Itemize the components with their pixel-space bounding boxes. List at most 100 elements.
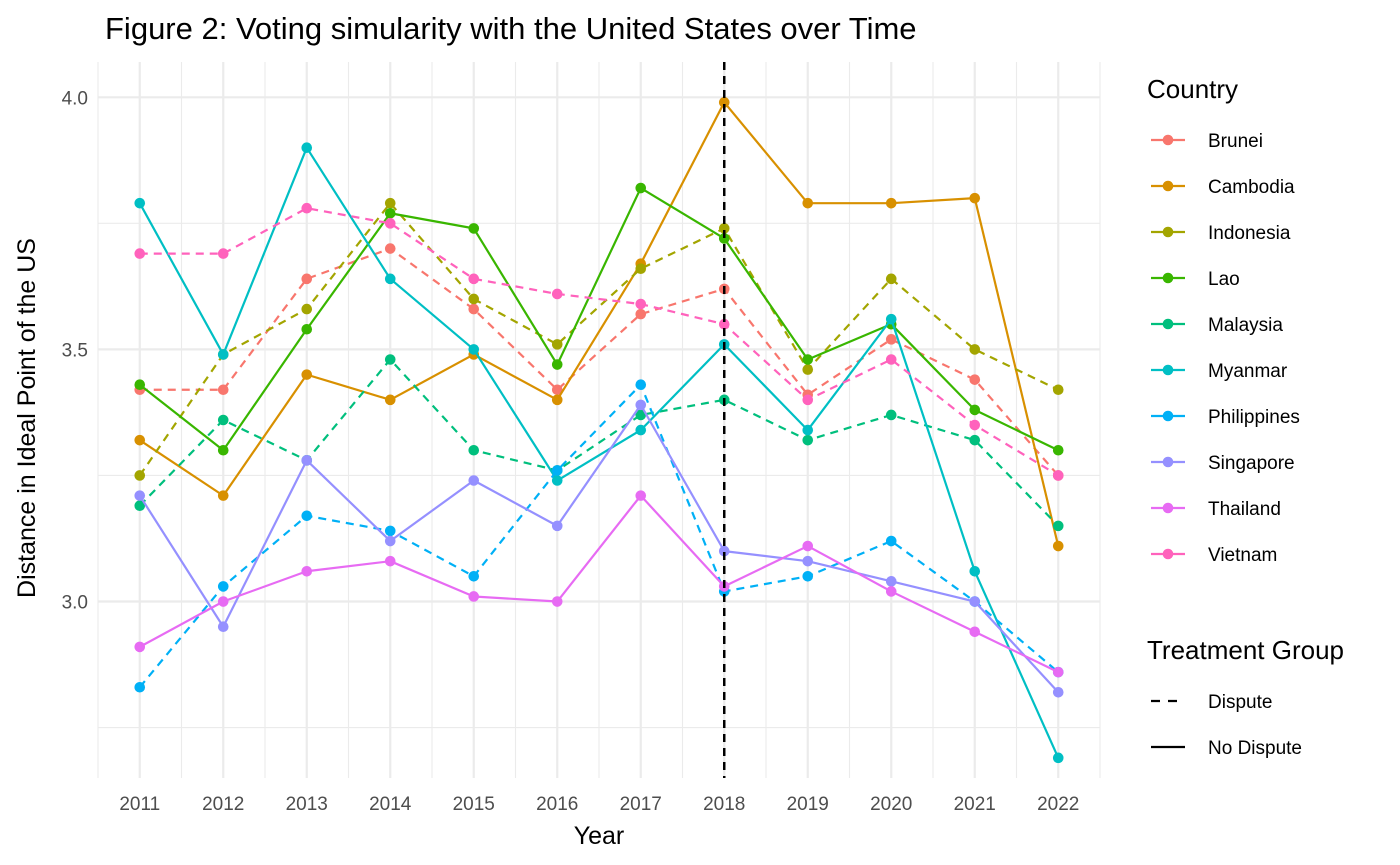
legend-label-indonesia: Indonesia	[1208, 223, 1291, 244]
data-point-singapore	[885, 576, 897, 587]
data-point-vietnam	[1052, 470, 1064, 481]
legend-key-point-cambodia	[1162, 180, 1174, 192]
data-point-myanmar	[885, 313, 897, 325]
y-tick-label: 3.5	[62, 340, 88, 361]
data-point-singapore	[718, 545, 730, 557]
data-point-indonesia	[134, 470, 146, 481]
data-point-lao	[969, 404, 981, 416]
legend-label-lao: Lao	[1208, 269, 1240, 290]
data-point-lao	[468, 223, 480, 234]
x-tick-label: 2017	[620, 794, 662, 815]
data-point-vietnam	[384, 218, 396, 229]
series-line-cambodia	[139, 101, 1060, 547]
legend-key-point-philippines	[1162, 410, 1174, 422]
data-point-cambodia	[217, 490, 229, 501]
data-point-cambodia	[1052, 540, 1064, 552]
data-point-brunei	[301, 273, 313, 285]
data-point-vietnam	[635, 298, 647, 310]
data-point-thailand	[969, 626, 981, 638]
series-line-vietnam	[139, 207, 1059, 477]
data-point-indonesia	[551, 339, 563, 350]
x-tick-label: 2014	[369, 794, 412, 815]
x-tick-label: 2015	[453, 794, 495, 815]
legend-label-philippines: Philippines	[1208, 407, 1300, 428]
data-point-malaysia	[969, 434, 981, 446]
legend-label-malaysia: Malaysia	[1208, 315, 1283, 336]
data-point-indonesia	[635, 263, 647, 275]
data-point-philippines	[134, 681, 146, 693]
data-point-vietnam	[301, 202, 313, 214]
data-point-thailand	[802, 540, 814, 552]
data-point-lao	[718, 233, 730, 244]
x-tick-label: 2011	[119, 794, 160, 815]
data-point-cambodia	[301, 369, 313, 380]
data-point-cambodia	[969, 192, 981, 204]
series-line-myanmar	[138, 146, 1060, 759]
data-point-malaysia	[1052, 520, 1064, 532]
data-point-thailand	[635, 490, 647, 501]
series-layer	[134, 97, 1064, 764]
data-point-cambodia	[718, 97, 730, 108]
legend-linetype-label-dispute: Dispute	[1208, 692, 1272, 713]
data-point-myanmar	[1052, 752, 1064, 764]
data-point-philippines	[468, 571, 480, 582]
data-point-philippines	[301, 510, 313, 522]
data-point-cambodia	[885, 197, 897, 209]
data-point-philippines	[635, 379, 647, 391]
y-axis-ticks: 3.0 3.5 4.0	[62, 88, 88, 613]
data-point-indonesia	[301, 303, 313, 315]
x-tick-label: 2019	[787, 794, 829, 815]
legend-linetype-label-no-dispute: No Dispute	[1208, 738, 1302, 759]
data-point-myanmar	[217, 349, 229, 360]
data-point-thailand	[301, 565, 313, 577]
data-point-brunei	[468, 303, 480, 315]
data-point-brunei	[384, 243, 396, 254]
grid	[97, 62, 1101, 778]
data-point-myanmar	[134, 197, 146, 209]
data-point-lao	[217, 444, 229, 456]
series-line-indonesia	[138, 202, 1059, 477]
legend-key-point-brunei	[1162, 134, 1174, 146]
x-tick-label: 2013	[286, 794, 328, 815]
legend-label-myanmar: Myanmar	[1208, 361, 1288, 382]
data-point-vietnam	[969, 419, 981, 431]
data-point-lao	[802, 354, 814, 365]
data-point-malaysia	[635, 409, 647, 421]
data-point-malaysia	[885, 409, 897, 421]
data-point-malaysia	[468, 444, 480, 456]
data-point-thailand	[885, 586, 897, 597]
data-point-singapore	[134, 490, 146, 501]
data-point-singapore	[551, 520, 563, 532]
data-point-lao	[384, 207, 396, 219]
data-point-vietnam	[802, 394, 814, 406]
legend-key-point-vietnam	[1162, 548, 1174, 560]
data-point-myanmar	[384, 273, 396, 285]
legend-label-brunei: Brunei	[1208, 131, 1263, 152]
data-point-malaysia	[134, 500, 146, 512]
data-point-indonesia	[885, 273, 897, 285]
data-point-myanmar	[635, 424, 647, 436]
legend-key-point-lao	[1162, 272, 1174, 284]
data-point-thailand	[1052, 666, 1064, 678]
data-point-indonesia	[718, 223, 730, 234]
legend-label-vietnam: Vietnam	[1208, 545, 1277, 566]
x-tick-label: 2016	[536, 794, 578, 815]
x-tick-label: 2020	[870, 794, 912, 815]
data-point-cambodia	[134, 434, 146, 446]
data-point-vietnam	[217, 248, 229, 259]
data-point-malaysia	[384, 354, 396, 365]
x-tick-label: 2018	[703, 794, 745, 815]
data-point-malaysia	[217, 414, 229, 426]
data-point-lao	[635, 182, 647, 194]
data-point-lao	[551, 359, 563, 370]
data-point-vietnam	[551, 288, 563, 300]
data-point-vietnam	[134, 248, 146, 259]
data-point-thailand	[384, 555, 396, 567]
data-point-lao	[1052, 444, 1064, 456]
y-tick-label: 4.0	[62, 88, 88, 109]
data-point-indonesia	[468, 293, 480, 305]
data-point-indonesia	[1052, 384, 1064, 396]
legend-title-country: Country	[1147, 74, 1238, 104]
legend: Country Brunei Cambodia Indonesia Lao Malays…	[1147, 74, 1344, 759]
